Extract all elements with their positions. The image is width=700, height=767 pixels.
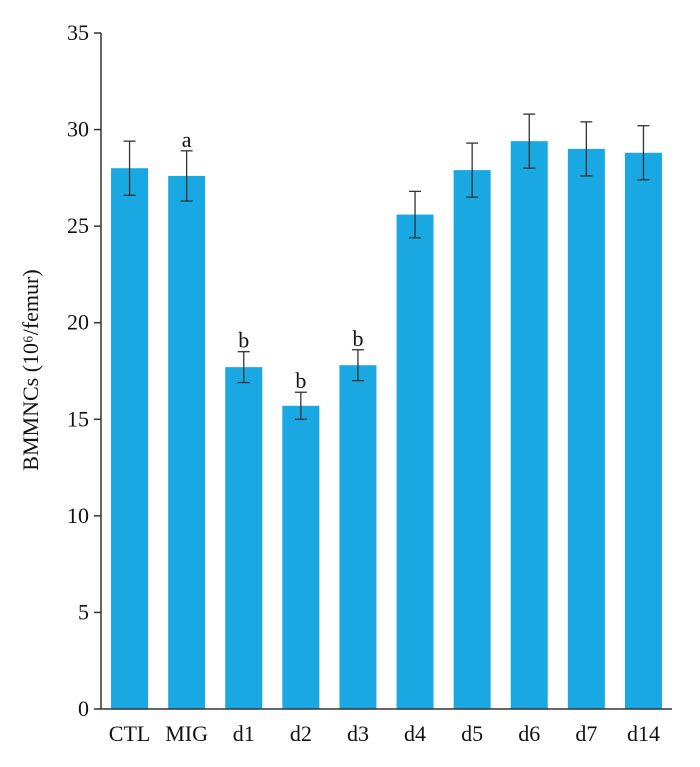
y-tick-label: 30 xyxy=(67,117,89,142)
bar xyxy=(339,365,377,709)
bar xyxy=(624,152,662,710)
bars xyxy=(111,141,662,710)
significance-labels: a b b b xyxy=(182,127,364,393)
bar xyxy=(282,405,320,709)
significance-label: b xyxy=(238,328,249,353)
bar xyxy=(111,168,149,709)
category-label: d14 xyxy=(627,721,660,746)
y-tick-label: 5 xyxy=(78,599,89,624)
bar xyxy=(453,170,491,710)
category-label: d4 xyxy=(404,721,426,746)
y-tick-label: 0 xyxy=(78,696,89,721)
y-tick-label: 15 xyxy=(67,406,89,431)
y-axis-ticks: 0 5 10 15 20 25 30 35 xyxy=(67,20,101,721)
significance-label: b xyxy=(352,326,363,351)
significance-label: a xyxy=(182,127,192,152)
category-label: d3 xyxy=(347,721,369,746)
category-label: d2 xyxy=(290,721,312,746)
y-tick-label: 25 xyxy=(67,213,89,238)
category-label: CTL xyxy=(109,721,151,746)
significance-label: b xyxy=(295,368,306,393)
y-axis-title: BMMNCs (10⁶/femur) xyxy=(18,269,43,470)
y-tick-label: 20 xyxy=(67,310,89,335)
bar xyxy=(396,214,434,709)
category-label: d5 xyxy=(461,721,483,746)
y-tick-label: 10 xyxy=(67,503,89,528)
category-label: d6 xyxy=(518,721,540,746)
category-label: MIG xyxy=(165,721,208,746)
bar xyxy=(567,148,605,709)
category-label: d1 xyxy=(233,721,255,746)
bar xyxy=(168,175,206,709)
category-label: d7 xyxy=(575,721,597,746)
bar xyxy=(225,367,263,709)
y-tick-label: 35 xyxy=(67,20,89,45)
bar xyxy=(510,141,548,709)
category-labels: CTL MIG d1 d2 d3 d4 d5 d6 d7 d14 xyxy=(109,721,660,746)
error-bars xyxy=(123,113,650,420)
